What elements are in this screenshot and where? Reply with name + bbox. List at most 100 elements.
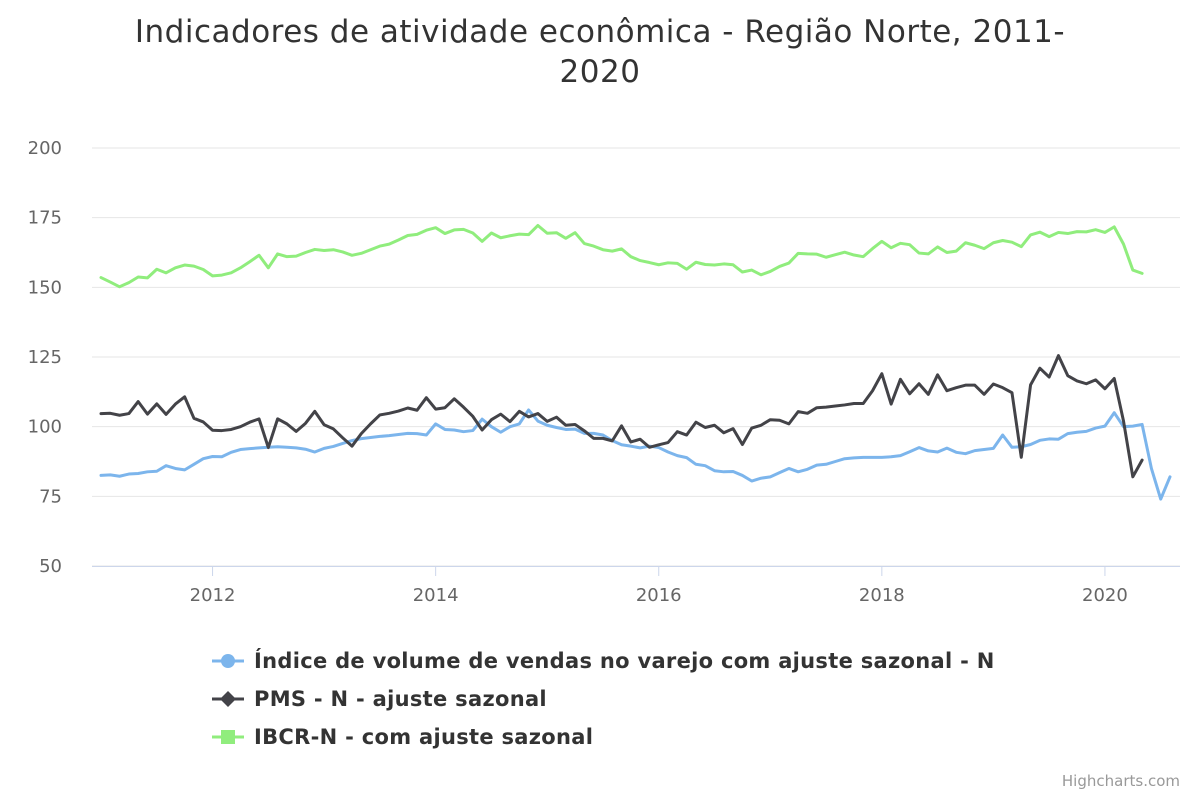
data-point-retail-volume-index[interactable] bbox=[126, 471, 132, 477]
data-point-retail-volume-index[interactable] bbox=[925, 448, 931, 454]
data-point-pms[interactable] bbox=[1074, 378, 1080, 384]
data-point-ibcr[interactable] bbox=[1065, 231, 1071, 237]
data-point-ibcr[interactable] bbox=[1121, 241, 1127, 247]
data-point-pms[interactable] bbox=[340, 435, 346, 441]
data-point-pms[interactable] bbox=[749, 425, 755, 431]
data-point-ibcr[interactable] bbox=[144, 275, 150, 281]
data-point-pms[interactable] bbox=[963, 382, 969, 388]
data-point-pms[interactable] bbox=[907, 391, 913, 397]
data-point-pms[interactable] bbox=[628, 439, 634, 445]
data-point-ibcr[interactable] bbox=[563, 235, 569, 241]
data-point-pms[interactable] bbox=[897, 376, 903, 382]
data-point-retail-volume-index[interactable] bbox=[163, 463, 169, 469]
data-point-retail-volume-index[interactable] bbox=[786, 465, 792, 471]
data-point-pms[interactable] bbox=[386, 410, 392, 416]
data-point-retail-volume-index[interactable] bbox=[888, 454, 894, 460]
data-point-retail-volume-index[interactable] bbox=[619, 442, 625, 448]
data-point-retail-volume-index[interactable] bbox=[907, 449, 913, 455]
data-point-retail-volume-index[interactable] bbox=[433, 421, 439, 427]
data-point-retail-volume-index[interactable] bbox=[498, 429, 504, 435]
data-point-pms[interactable] bbox=[228, 426, 234, 432]
data-point-pms[interactable] bbox=[777, 417, 783, 423]
data-point-retail-volume-index[interactable] bbox=[1148, 465, 1154, 471]
data-point-pms[interactable] bbox=[275, 416, 281, 422]
data-point-ibcr[interactable] bbox=[591, 243, 597, 249]
data-point-pms[interactable] bbox=[423, 395, 429, 401]
data-point-ibcr[interactable] bbox=[163, 270, 169, 276]
data-point-retail-volume-index[interactable] bbox=[154, 468, 160, 474]
data-point-retail-volume-index[interactable] bbox=[414, 431, 420, 437]
data-point-ibcr[interactable] bbox=[842, 249, 848, 255]
data-point-ibcr[interactable] bbox=[191, 263, 197, 269]
data-point-pms[interactable] bbox=[860, 401, 866, 407]
data-point-pms[interactable] bbox=[1018, 454, 1024, 460]
data-point-retail-volume-index[interactable] bbox=[228, 449, 234, 455]
data-point-retail-volume-index[interactable] bbox=[767, 474, 773, 480]
data-point-retail-volume-index[interactable] bbox=[191, 461, 197, 467]
data-point-ibcr[interactable] bbox=[963, 240, 969, 246]
data-point-pms[interactable] bbox=[1055, 353, 1061, 359]
data-point-pms[interactable] bbox=[219, 428, 225, 434]
data-point-retail-volume-index[interactable] bbox=[135, 470, 141, 476]
data-point-pms[interactable] bbox=[730, 426, 736, 432]
data-point-ibcr[interactable] bbox=[1037, 229, 1043, 235]
data-point-pms[interactable] bbox=[1046, 374, 1052, 380]
data-point-ibcr[interactable] bbox=[646, 260, 652, 266]
data-point-pms[interactable] bbox=[172, 401, 178, 407]
data-point-pms[interactable] bbox=[656, 442, 662, 448]
data-point-ibcr[interactable] bbox=[117, 284, 123, 290]
data-point-retail-volume-index[interactable] bbox=[730, 469, 736, 475]
data-point-pms[interactable] bbox=[182, 394, 188, 400]
data-point-ibcr[interactable] bbox=[972, 242, 978, 248]
data-point-pms[interactable] bbox=[646, 444, 652, 450]
data-point-ibcr[interactable] bbox=[1009, 239, 1015, 245]
data-point-pms[interactable] bbox=[925, 391, 931, 397]
data-point-retail-volume-index[interactable] bbox=[1158, 496, 1164, 502]
data-point-pms[interactable] bbox=[721, 430, 727, 436]
data-point-ibcr[interactable] bbox=[879, 238, 885, 244]
data-point-ibcr[interactable] bbox=[553, 230, 559, 236]
data-point-pms[interactable] bbox=[163, 411, 169, 417]
data-point-retail-volume-index[interactable] bbox=[860, 454, 866, 460]
data-point-pms[interactable] bbox=[684, 432, 690, 438]
data-point-ibcr[interactable] bbox=[228, 270, 234, 276]
data-point-pms[interactable] bbox=[1083, 381, 1089, 387]
data-point-ibcr[interactable] bbox=[925, 251, 931, 257]
data-point-retail-volume-index[interactable] bbox=[312, 449, 318, 455]
data-point-pms[interactable] bbox=[972, 382, 978, 388]
data-point-ibcr[interactable] bbox=[712, 262, 718, 268]
data-point-ibcr[interactable] bbox=[461, 226, 467, 232]
data-point-retail-volume-index[interactable] bbox=[842, 456, 848, 462]
data-point-ibcr[interactable] bbox=[804, 251, 810, 257]
series-line-retail-volume-index[interactable] bbox=[99, 408, 1172, 501]
data-point-pms[interactable] bbox=[442, 405, 448, 411]
data-point-ibcr[interactable] bbox=[1055, 229, 1061, 235]
data-point-retail-volume-index[interactable] bbox=[488, 424, 494, 430]
data-point-pms[interactable] bbox=[758, 422, 764, 428]
data-point-ibcr[interactable] bbox=[851, 252, 857, 258]
data-point-ibcr[interactable] bbox=[1046, 234, 1052, 240]
data-point-ibcr[interactable] bbox=[405, 233, 411, 239]
data-point-pms[interactable] bbox=[516, 408, 522, 414]
data-point-ibcr[interactable] bbox=[442, 231, 448, 237]
data-point-ibcr[interactable] bbox=[535, 222, 541, 228]
data-point-pms[interactable] bbox=[191, 415, 197, 421]
data-point-retail-volume-index[interactable] bbox=[1046, 436, 1052, 442]
data-point-retail-volume-index[interactable] bbox=[702, 463, 708, 469]
data-point-ibcr[interactable] bbox=[488, 230, 494, 236]
data-point-ibcr[interactable] bbox=[656, 262, 662, 268]
data-point-ibcr[interactable] bbox=[870, 246, 876, 252]
data-point-pms[interactable] bbox=[237, 424, 243, 430]
data-point-ibcr[interactable] bbox=[1111, 224, 1117, 230]
data-point-pms[interactable] bbox=[944, 388, 950, 394]
data-point-pms[interactable] bbox=[851, 401, 857, 407]
data-point-pms[interactable] bbox=[693, 419, 699, 425]
data-point-retail-volume-index[interactable] bbox=[981, 447, 987, 453]
data-point-ibcr[interactable] bbox=[340, 249, 346, 255]
series-line-pms[interactable] bbox=[99, 354, 1144, 479]
data-point-ibcr[interactable] bbox=[1018, 244, 1024, 250]
data-point-pms[interactable] bbox=[303, 420, 309, 426]
data-point-ibcr[interactable] bbox=[916, 250, 922, 256]
data-point-ibcr[interactable] bbox=[321, 248, 327, 254]
data-point-pms[interactable] bbox=[600, 435, 606, 441]
